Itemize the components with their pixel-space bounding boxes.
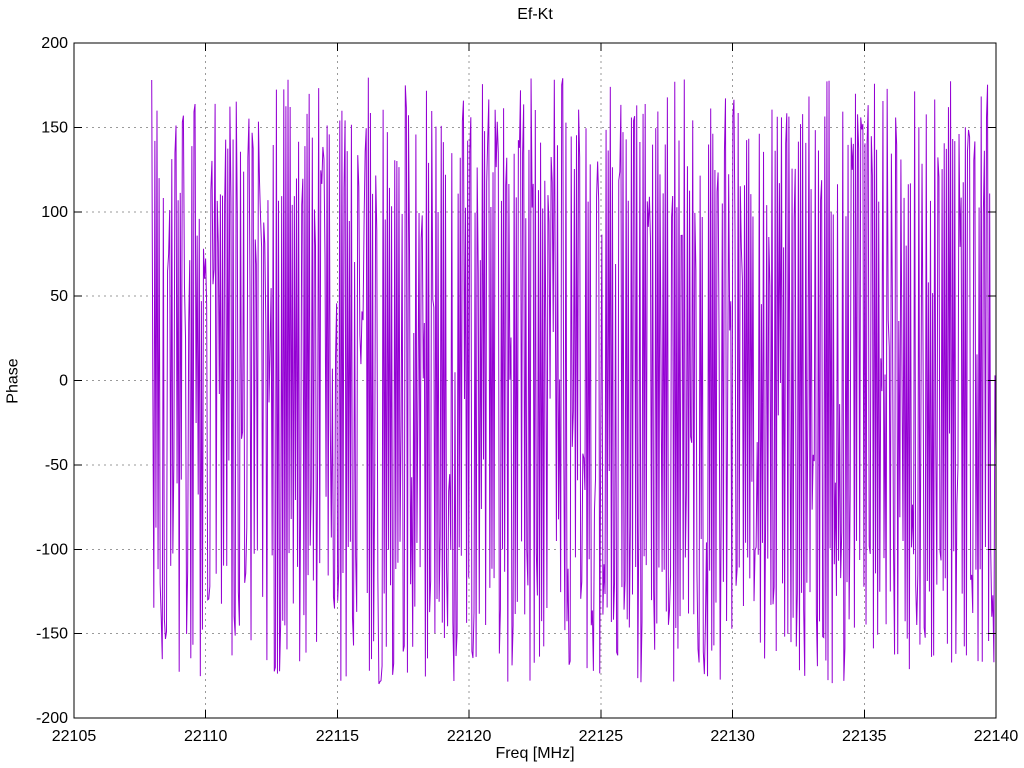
- y-tick-label: 50: [50, 288, 68, 305]
- y-tick-label: -100: [36, 541, 68, 558]
- y-tick-label: 0: [59, 373, 68, 390]
- x-axis-title: Freq [MHz]: [495, 745, 575, 762]
- x-tick-label: 22110: [184, 728, 227, 745]
- x-tick-label: 22120: [447, 728, 492, 745]
- y-axis-title-text: Phase: [5, 357, 22, 404]
- y-tick-label: -150: [36, 626, 68, 643]
- y-tick-label: 150: [41, 119, 68, 136]
- y-tick-label: 100: [41, 204, 68, 221]
- y-axis-title: Phase: [0, 43, 28, 718]
- y-tick-label: 200: [41, 35, 68, 52]
- x-tick-label: 22115: [316, 728, 359, 745]
- data-polyline: [151, 77, 996, 685]
- axes: [73, 42, 997, 719]
- x-tick-label: 22125: [579, 728, 624, 745]
- x-tick-label: 22140: [974, 728, 1019, 745]
- chart-title: Ef-Kt: [517, 6, 553, 23]
- tick-labels: 22105 22110 22115 22120 22125 22130 22135 22140…: [36, 35, 1018, 745]
- y-tick-label: -50: [45, 457, 68, 474]
- x-tick-label: 22105: [52, 728, 97, 745]
- x-tick-label: 22135: [842, 728, 887, 745]
- y-tick-label: -200: [36, 710, 68, 727]
- x-tick-label: 22130: [710, 728, 755, 745]
